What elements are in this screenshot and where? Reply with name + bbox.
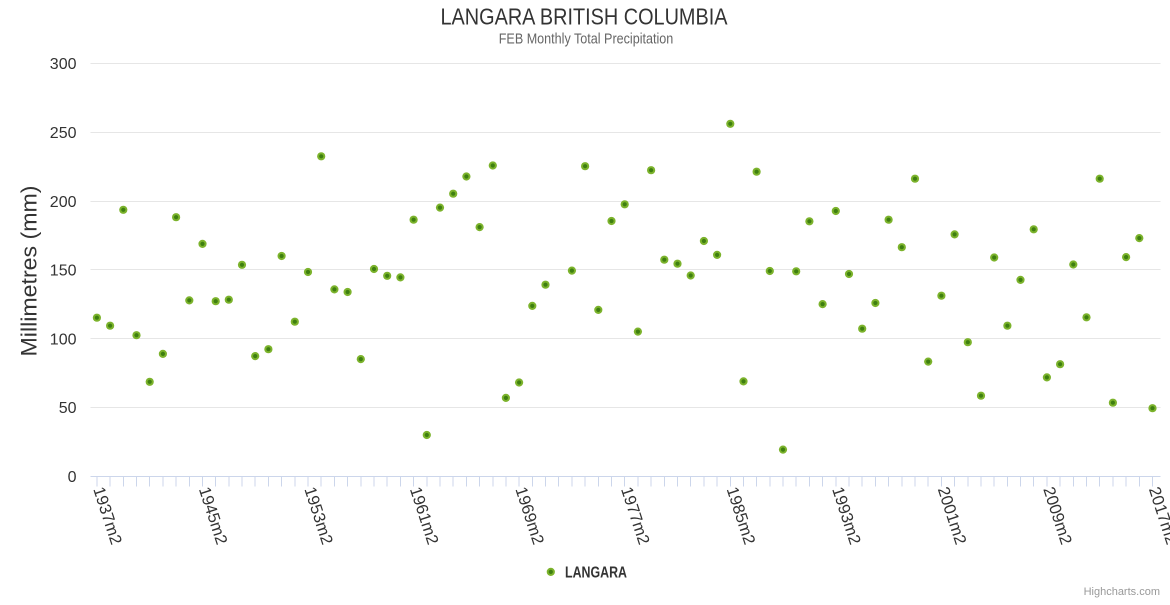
svg-text:300: 300	[50, 56, 77, 73]
svg-text:2001m2: 2001m2	[934, 485, 970, 547]
svg-text:150: 150	[50, 263, 77, 280]
svg-text:50: 50	[59, 400, 77, 417]
svg-text:Highcharts.com: Highcharts.com	[1084, 586, 1160, 598]
svg-text:LANGARA: LANGARA	[565, 564, 627, 581]
svg-text:Millimetres (mm): Millimetres (mm)	[17, 186, 42, 357]
svg-text:100: 100	[50, 331, 77, 348]
svg-text:1993m2: 1993m2	[828, 485, 864, 547]
svg-text:FEB Monthly Total Precipitatio: FEB Monthly Total Precipitation	[499, 31, 674, 48]
svg-text:200: 200	[50, 194, 77, 211]
svg-text:1953m2: 1953m2	[300, 485, 336, 547]
svg-text:LANGARA BRITISH COLUMBIA: LANGARA BRITISH COLUMBIA	[441, 4, 729, 30]
svg-text:0: 0	[68, 469, 77, 486]
svg-text:1977m2: 1977m2	[617, 485, 653, 547]
svg-text:1961m2: 1961m2	[406, 485, 442, 547]
svg-text:1985m2: 1985m2	[723, 485, 759, 547]
svg-text:2009m2: 2009m2	[1039, 485, 1075, 547]
svg-text:250: 250	[50, 125, 77, 142]
svg-text:1937m2: 1937m2	[89, 485, 125, 547]
svg-text:1969m2: 1969m2	[511, 485, 547, 547]
svg-text:2017m2: 2017m2	[1145, 485, 1170, 547]
svg-text:1945m2: 1945m2	[195, 485, 231, 547]
